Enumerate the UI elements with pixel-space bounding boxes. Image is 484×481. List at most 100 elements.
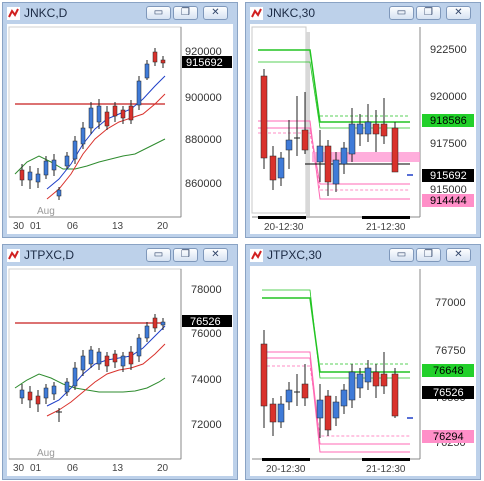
restore-button[interactable]: ❐ <box>173 248 198 262</box>
candle <box>160 321 166 326</box>
minimize-button[interactable]: ▭ <box>389 6 414 20</box>
candle <box>340 389 348 407</box>
restore-button[interactable]: ❐ <box>416 248 441 262</box>
candle <box>35 173 41 183</box>
chart-window-jnkc-30min[interactable]: JNKC,30 ▭ ❐ ✕ <box>245 2 481 238</box>
chart-area[interactable]: 920000 900000 880000 860000 915692 30 01… <box>7 24 233 234</box>
date-tick-label: 20-12:30 <box>266 464 306 475</box>
candle <box>301 383 309 399</box>
app-logo-icon <box>7 7 20 20</box>
candle <box>324 395 332 431</box>
chart-window-jtpxc-30min[interactable]: JTPXC,30 ▭ ❐ ✕ <box>245 244 481 480</box>
date-tick-label: 06 <box>67 221 79 232</box>
highlight-zone <box>312 152 420 162</box>
candle <box>112 105 118 117</box>
candle <box>277 157 285 179</box>
close-button[interactable]: ✕ <box>446 248 471 262</box>
close-button[interactable]: ✕ <box>203 6 228 20</box>
title-bar[interactable]: JTPXC,30 ▭ ❐ ✕ <box>246 245 480 265</box>
candle <box>277 403 285 423</box>
price-chart[interactable]: 77000 76750 76500 76250 76648 76526 7629… <box>250 266 476 476</box>
chart-window-jtpxc-daily[interactable]: JTPXC,D ▭ ❐ ✕ <box>2 244 238 480</box>
last-price-tag <box>422 386 474 399</box>
date-tick-label: 21-12:30 <box>366 222 406 233</box>
candle <box>80 355 86 371</box>
green-price-tag <box>422 114 474 127</box>
candle <box>340 147 348 165</box>
chart-window-jnkc-daily[interactable]: JNKC,D ▭ ❐ ✕ <box>2 2 238 238</box>
candles <box>260 330 413 438</box>
price-tick-label: 917500 <box>430 138 467 150</box>
date-tick-label: 20-12:30 <box>264 222 304 233</box>
pink-price-tag <box>422 430 474 443</box>
candle <box>372 371 380 387</box>
restore-button[interactable]: ❐ <box>173 6 198 20</box>
restore-button[interactable]: ❐ <box>416 6 441 20</box>
candle <box>88 349 94 365</box>
candle <box>19 169 25 181</box>
candle <box>19 389 25 399</box>
session-bar <box>362 216 410 219</box>
candle <box>348 371 356 401</box>
price-tick-label: 72000 <box>191 419 222 431</box>
last-price-tag <box>182 315 232 327</box>
close-button[interactable]: ✕ <box>446 6 471 20</box>
title-bar[interactable]: JNKC,D ▭ ❐ ✕ <box>3 3 237 23</box>
chart-area[interactable]: 922500 920000 917500 915000 918586 91569… <box>250 24 476 234</box>
last-price-tag <box>422 169 474 182</box>
chart-area[interactable]: 77000 76750 76500 76250 76648 76526 7629… <box>250 266 476 476</box>
candle <box>104 355 110 367</box>
candles <box>260 69 413 196</box>
candle <box>120 109 126 119</box>
last-price-label: 915692 <box>186 57 223 69</box>
ma-slow-line <box>14 373 166 393</box>
minimize-button[interactable]: ▭ <box>146 6 171 20</box>
close-button[interactable]: ✕ <box>203 248 228 262</box>
candle <box>356 123 364 135</box>
minimize-button[interactable]: ▭ <box>389 248 414 262</box>
chart-area[interactable]: 78000 76000 74000 72000 76526 30 01 06 1… <box>7 266 233 476</box>
candle <box>269 403 277 423</box>
candle <box>51 385 57 395</box>
green-price-label: 918586 <box>430 115 467 127</box>
window-title: JNKC,D <box>24 6 68 20</box>
title-bar[interactable]: JTPXC,D ▭ ❐ ✕ <box>3 245 237 265</box>
date-tick-label: 21-12:30 <box>366 464 406 475</box>
pink-price-label: 76294 <box>433 431 464 443</box>
candle <box>112 353 118 363</box>
session-bar <box>258 216 306 219</box>
candle <box>144 63 150 79</box>
minimize-button[interactable]: ▭ <box>146 248 171 262</box>
candle <box>88 107 94 129</box>
price-tick-label: 915000 <box>430 184 467 196</box>
price-tick-label: 78000 <box>191 284 222 296</box>
candle <box>332 159 340 185</box>
session-bar <box>262 458 310 461</box>
candle <box>372 123 380 135</box>
price-tick-label: 920000 <box>430 91 467 103</box>
candle <box>348 123 356 155</box>
app-logo-icon <box>7 249 20 262</box>
price-chart[interactable]: 922500 920000 917500 915000 918586 91569… <box>250 24 476 234</box>
price-chart[interactable]: 920000 900000 880000 860000 915692 30 01… <box>7 24 233 234</box>
candle <box>391 373 399 417</box>
title-bar[interactable]: JNKC,30 ▭ ❐ ✕ <box>246 3 480 23</box>
green-price-label: 76648 <box>433 365 464 377</box>
candle <box>332 401 340 419</box>
ma-mid-line <box>46 343 166 417</box>
pink-price-tag <box>422 194 474 207</box>
candle <box>356 373 364 389</box>
candle <box>64 381 70 393</box>
month-label: Aug <box>37 206 55 217</box>
candle <box>43 160 49 176</box>
window-title: JTPXC,30 <box>267 248 322 262</box>
price-tick-label: 880000 <box>185 134 222 146</box>
lower-band-line-2 <box>262 357 410 453</box>
last-price-label: 915692 <box>430 170 467 182</box>
date-tick-label: 20 <box>157 221 169 232</box>
candle <box>152 317 158 329</box>
candle <box>316 145 324 163</box>
price-tick-label: 76750 <box>435 345 466 357</box>
price-chart[interactable]: 78000 76000 74000 72000 76526 30 01 06 1… <box>7 266 233 476</box>
candle <box>260 343 268 407</box>
